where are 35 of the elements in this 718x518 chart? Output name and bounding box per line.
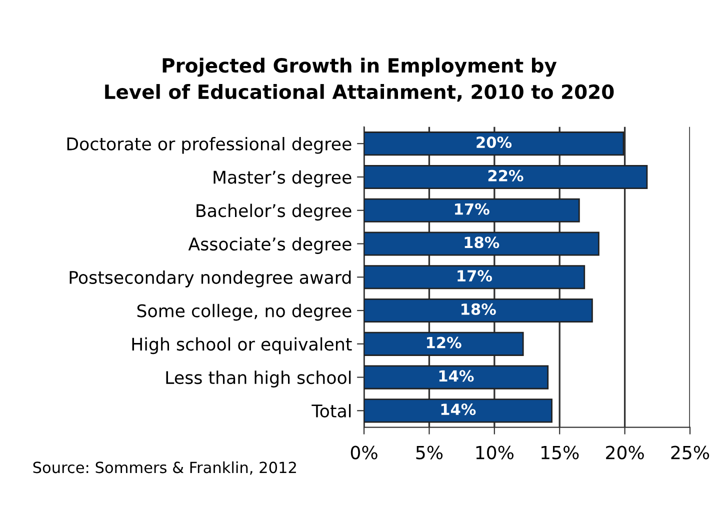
data-label: 14%: [441, 404, 476, 416]
y-tick-label: Master’s degree: [214, 170, 352, 188]
data-label: 18%: [464, 236, 500, 248]
x-tick-label: 25%: [671, 446, 710, 460]
data-label: 17%: [455, 203, 490, 215]
x-tick-label: 10%: [476, 446, 514, 460]
x-tick-label: 20%: [606, 446, 644, 460]
y-tick-label: Bachelor’s degree: [196, 204, 352, 221]
y-tick-label: Postsecondary nondegree award: [70, 270, 351, 288]
source-note: Source: Sommers & Franklin, 2012: [33, 461, 296, 475]
bar: [364, 298, 593, 323]
y-tick-label: Doctorate or professional degree: [67, 137, 352, 154]
bar: [364, 398, 552, 423]
bar: [364, 198, 580, 222]
y-tick-label: Total: [312, 404, 351, 418]
data-label: 14%: [439, 370, 474, 382]
x-tick-label: 5%: [416, 446, 443, 460]
bar: [364, 164, 648, 190]
y-tick-label: Some college, no degree: [137, 304, 352, 321]
bar: [364, 232, 600, 256]
bar: [364, 132, 624, 156]
data-label: 20%: [476, 136, 512, 148]
y-tick-label: Associate’s degree: [188, 237, 352, 254]
x-tick-label: 15%: [542, 446, 579, 460]
bar: [364, 365, 549, 390]
bar: [364, 265, 586, 290]
y-tick-label: Less than high school: [166, 370, 351, 388]
data-label: 18%: [462, 303, 496, 315]
data-label: 12%: [427, 336, 462, 348]
data-label: 17%: [458, 270, 492, 282]
chart-title: Projected Growth in Employment by Level of Educational Attainment, 2010 to 2020: [105, 58, 614, 102]
bar: [364, 332, 524, 356]
x-tick-label: 0%: [350, 446, 378, 460]
y-tick-label: High school or equivalent: [132, 337, 352, 354]
data-label: 22%: [488, 170, 524, 182]
